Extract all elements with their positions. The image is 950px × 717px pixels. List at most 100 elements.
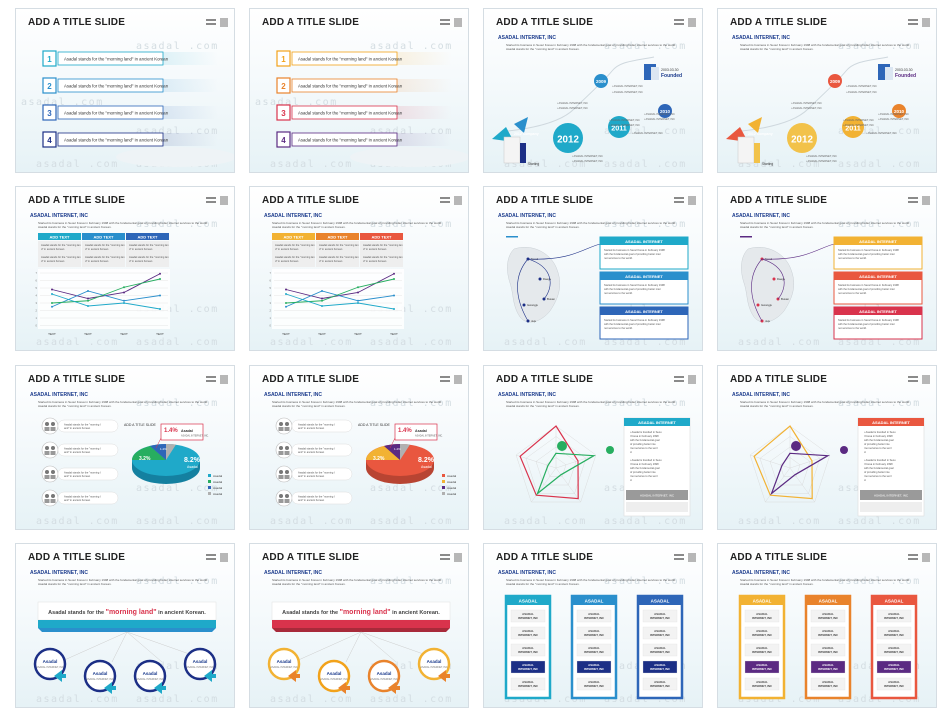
column-cell — [810, 660, 846, 674]
watermark: asadal .com — [270, 159, 353, 170]
list-item: 2 Asadal stands for the "morning land" in… — [276, 77, 452, 94]
year-label: 2009 — [596, 79, 607, 84]
chart-point — [321, 299, 323, 302]
table-header-label: ADD TEXT — [284, 234, 305, 239]
column-cell — [810, 677, 846, 691]
chart-point — [285, 293, 287, 295]
svg-text:INTERNET, INC: INTERNET, INC — [518, 667, 538, 671]
chart-point — [321, 305, 323, 307]
svg-text:INTERNET, INC: INTERNET, INC — [518, 633, 538, 637]
svg-text:with the fundamental goal of p: with the fundamental goal of providing b… — [604, 252, 661, 256]
watermark: asadal .com — [370, 41, 453, 52]
watermark: asadal .com — [370, 304, 453, 315]
founded-year: 2003.03.30 — [895, 68, 913, 72]
x-tick-label: TEXT — [156, 332, 164, 336]
svg-text:ASADAL: ASADAL — [588, 629, 600, 633]
y-tick-label: 2 — [270, 309, 272, 313]
svg-text:d" in ancient Korean: d" in ancient Korean — [129, 259, 153, 263]
chart-point — [393, 294, 395, 297]
numbered-list: 1 Asadal stands for the "morning land" in… — [42, 50, 234, 167]
company-name: ASADAL INTERNET, INC — [30, 213, 88, 219]
watermark: asadal .com — [738, 516, 821, 527]
svg-text:with the fundamental goal of p: with the fundamental goal of providing b… — [604, 287, 661, 291]
chart-series-line — [285, 278, 395, 304]
list-item: 4 Asadal stands for the "morning land" in… — [276, 131, 452, 148]
svg-text:d" in ancient Korean: d" in ancient Korean — [275, 259, 299, 263]
table-header-label: ADD TEXT — [94, 234, 115, 239]
year-label: 2012 — [557, 135, 579, 146]
starting-label: Starting — [528, 162, 539, 166]
svg-text:net services to the world.: net services to the world. — [838, 256, 867, 260]
svg-text:d.: d. — [630, 450, 632, 454]
svg-text:INTERNET, INC: INTERNET, INC — [752, 684, 772, 688]
company-description: Started its business in Seoul Korea in F… — [506, 578, 676, 586]
footer-bar — [626, 490, 688, 500]
timeline-item: • ASADAL INTERNET, INC — [612, 84, 643, 88]
chart-point — [357, 299, 359, 302]
watermark: asadal .com — [504, 337, 587, 348]
watermark: asadal .com — [604, 576, 687, 587]
chart-point — [285, 305, 287, 308]
timeline-item: • ASADAL INTERNET, INC — [878, 112, 909, 116]
svg-text:INTERNET, INC: INTERNET, INC — [884, 667, 904, 671]
logo-icon — [440, 18, 462, 28]
svg-text:ASADAL: ASADAL — [654, 612, 666, 616]
legend-swatch — [208, 492, 211, 495]
column-cell — [510, 609, 546, 623]
year-label: 2012 — [791, 135, 813, 146]
timeline-item: • ASADAL INTERNET, INC — [806, 159, 837, 163]
svg-text:ASADAL: ASADAL — [888, 629, 900, 633]
arrow-icon — [388, 682, 400, 694]
column-header: ASADAL — [819, 599, 838, 604]
arrow-icon — [204, 670, 216, 682]
svg-text:and" in ancient Korean: and" in ancient Korean — [298, 426, 325, 430]
company-description: Started its business in Seoul Korea in F… — [38, 400, 208, 408]
circle-node — [367, 659, 401, 693]
svg-text:Asadal stands for the "morning: Asadal stands for the "morning lan — [275, 255, 315, 259]
svg-text:of providing better inte: of providing better inte — [630, 442, 656, 446]
watermark: asadal .com — [136, 661, 219, 672]
svg-text:INTERNET, INC: INTERNET, INC — [884, 633, 904, 637]
pie-value: 1.2% — [394, 447, 401, 451]
slide-title: ADD A TITLE SLIDE — [28, 17, 126, 28]
chart-point — [357, 286, 359, 289]
radar-chart: ASADAL INTERNET • Asadal is founded in Se… — [515, 417, 691, 517]
company-description: Started its business in Seoul Korea in F… — [506, 221, 676, 229]
row-text: Asadal stands for the "morning l — [298, 447, 335, 451]
footer-bar — [860, 490, 922, 500]
svg-text:ASADAL INTERNET, INC.: ASADAL INTERNET, INC. — [415, 435, 443, 438]
svg-text:INTERNET, INC: INTERNET, INC — [518, 684, 538, 688]
company-description: Started its business in Seoul Korea in F… — [38, 578, 208, 586]
year-label: 2010 — [660, 109, 671, 114]
company-description: Started its business in Seoul Korea in F… — [272, 221, 442, 229]
radar-icon — [557, 441, 567, 451]
info-panel-title: ASADAL INTERNET — [638, 420, 676, 425]
watermark: asadal .com — [738, 159, 821, 170]
circle-title: Asadal — [327, 671, 342, 676]
company-description: Started its business in Seoul Korea in F… — [272, 578, 442, 586]
svg-text:net services to the world.: net services to the world. — [604, 256, 633, 260]
watermark: asadal .com — [838, 576, 921, 587]
y-tick-label: 6 — [36, 279, 38, 283]
table-header-label: ADD TEXT — [50, 234, 71, 239]
list-item: 3 Asadal stands for the "morning land" in… — [42, 104, 218, 121]
timeline-item: • ASADAL INTERNET, INC — [632, 131, 663, 135]
list-number: 3 — [47, 109, 52, 118]
slide-title: ADD A TITLE SLIDE — [28, 374, 126, 385]
